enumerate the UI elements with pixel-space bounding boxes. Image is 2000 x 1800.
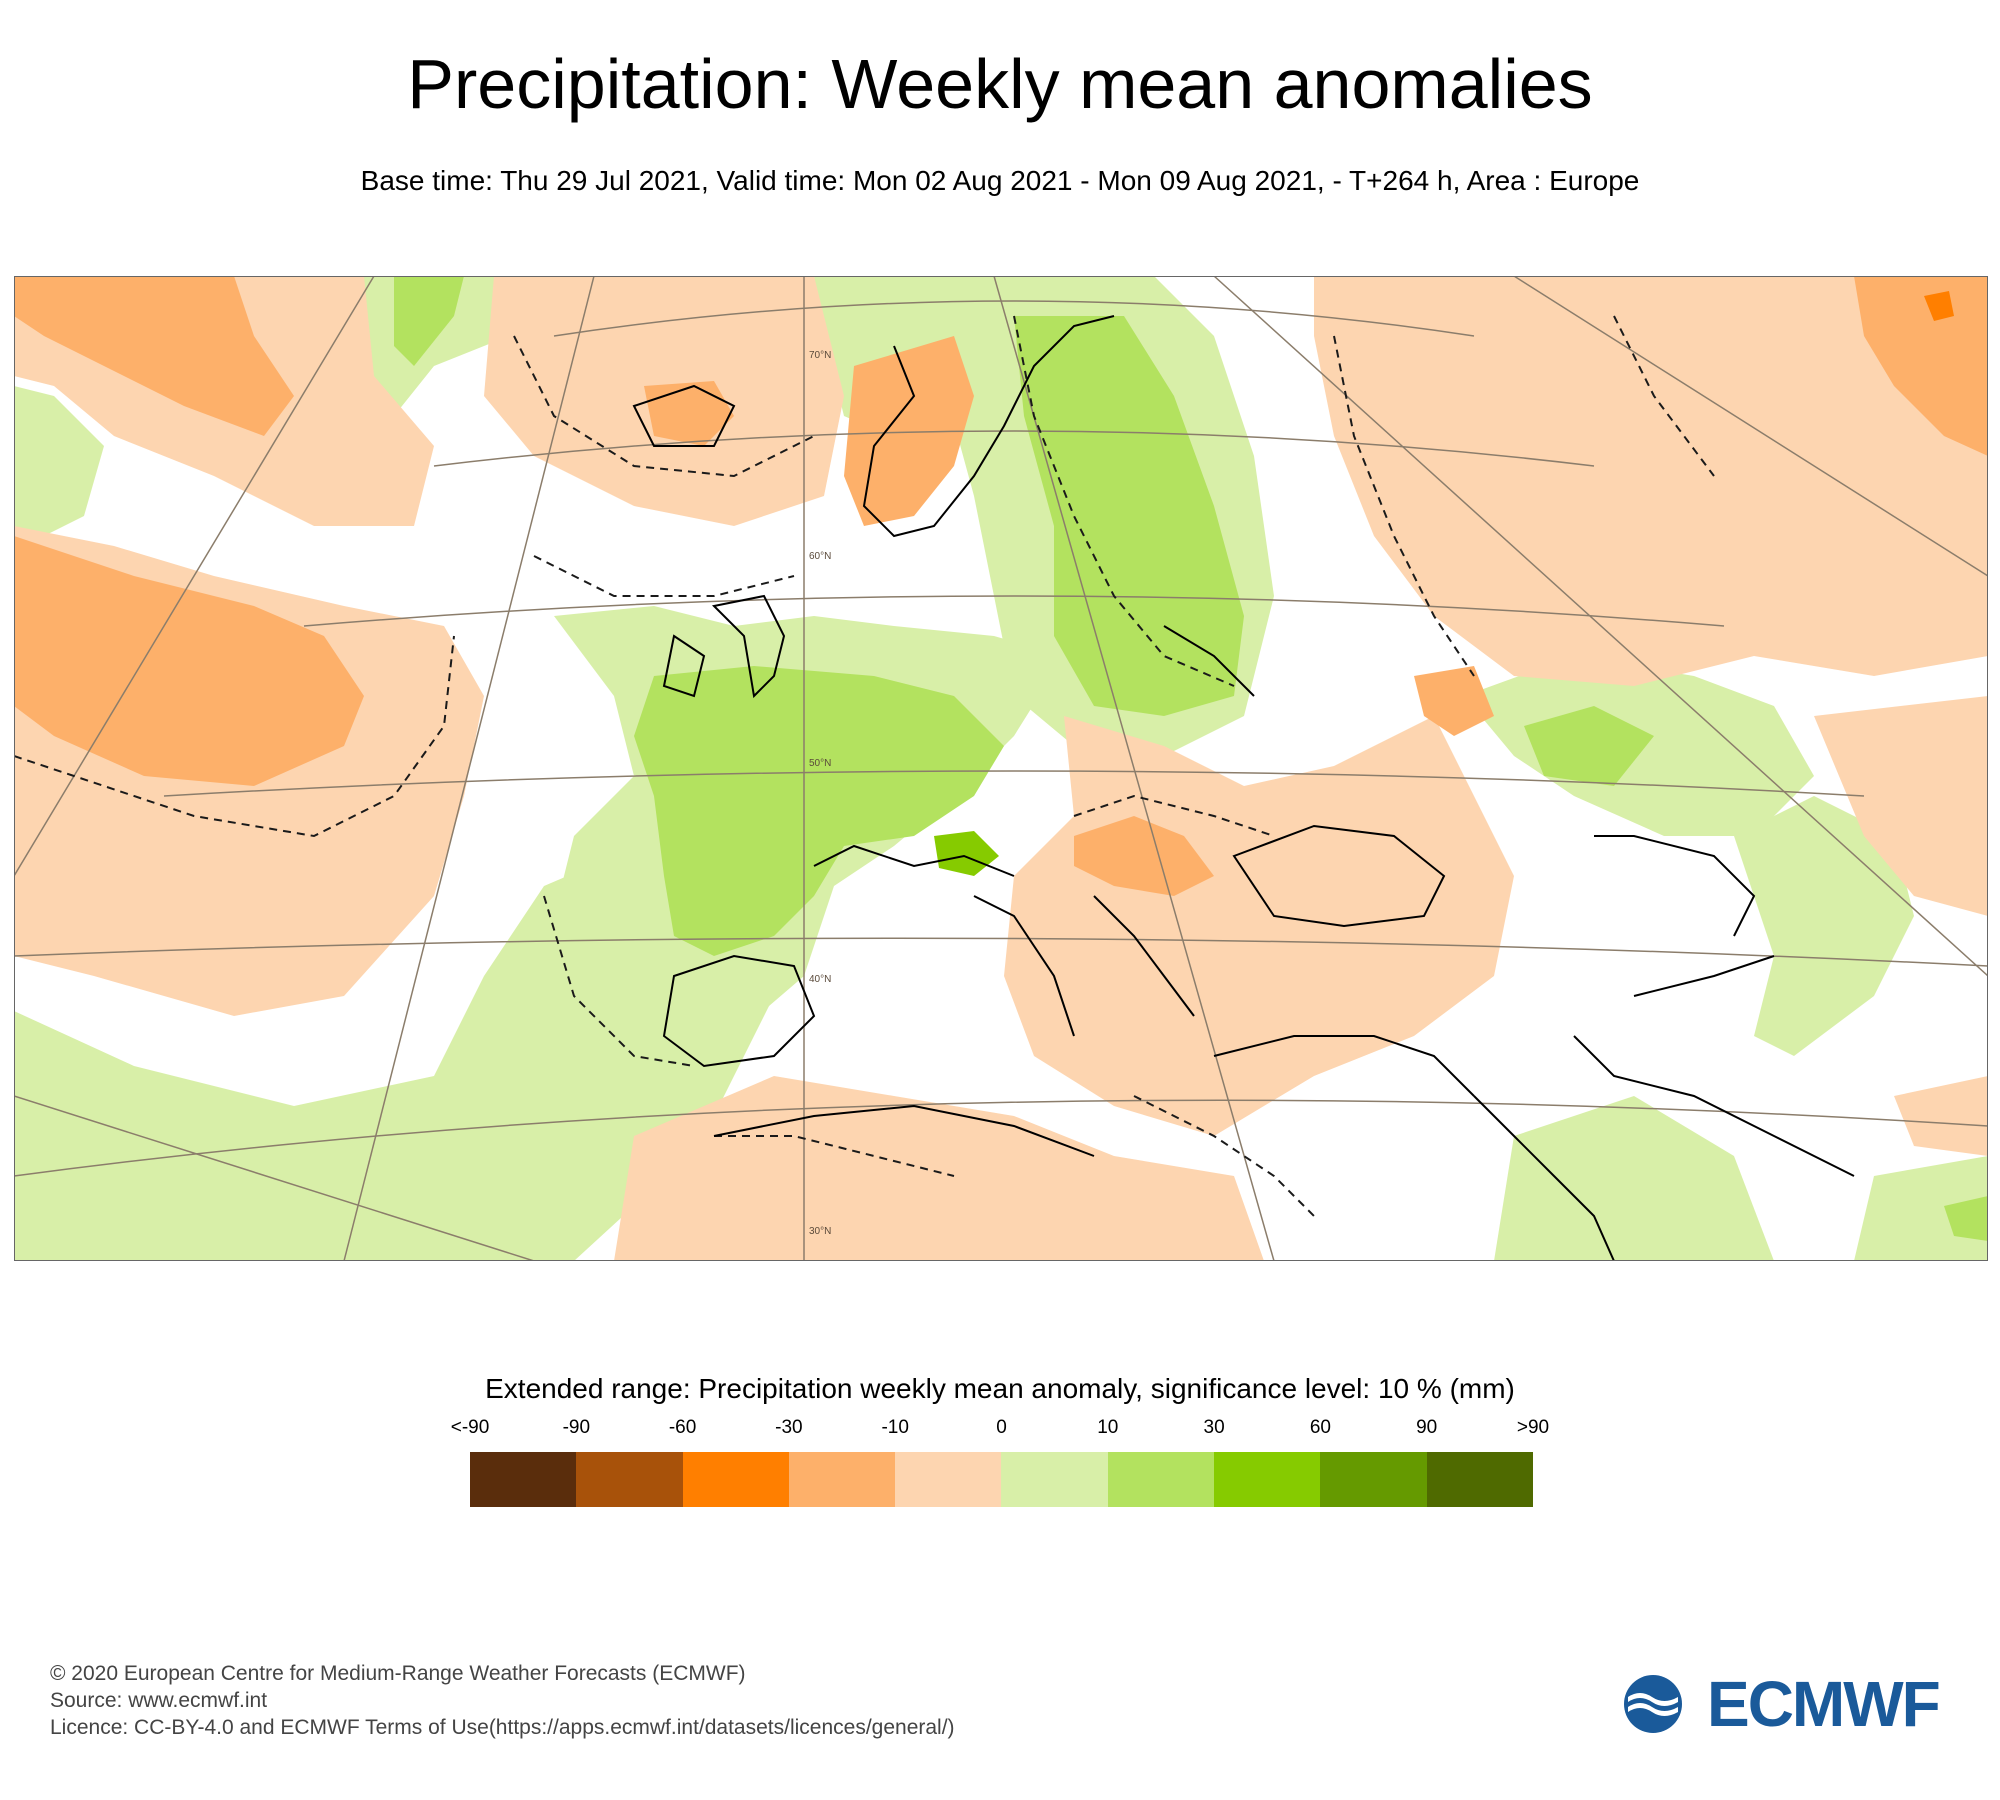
region-lightorange-russia: [1314, 276, 1988, 686]
footer: © 2020 European Centre for Medium-Range …: [50, 1660, 955, 1741]
chart-title: Precipitation: Weekly mean anomalies: [407, 45, 1593, 123]
legend-swatch: [576, 1452, 683, 1507]
lat-label-70: 70°N: [809, 350, 831, 361]
region-green-southeast: [1944, 1196, 1988, 1241]
region-orange-atlantic-core: [14, 536, 364, 786]
ecmwf-logo-text: ECMWF: [1707, 1668, 1941, 1740]
legend-tick-label: -30: [775, 1417, 803, 1438]
region-orange-balkans: [1074, 816, 1214, 896]
legend-swatch: [895, 1452, 1002, 1507]
map-frame: [14, 276, 1988, 1261]
ecmwf-logo-icon: [1624, 1675, 1682, 1733]
source-text: Source: www.ecmwf.int: [50, 1689, 268, 1712]
region-orange2-russia-ne: [1924, 291, 1954, 321]
legend-swatch: [682, 1452, 789, 1507]
legend-swatch: [788, 1452, 896, 1507]
legend-ticks: <-90 -90 -60 -30 -10 0 10 30 60 90 >90: [0, 1416, 2000, 1442]
anomaly-map: 70°N 60°N 50°N 40°N 30°N: [14, 276, 1988, 1261]
legend-swatch: [470, 1452, 577, 1507]
latitude-labels: 70°N 60°N 50°N 40°N 30°N: [809, 350, 831, 1237]
legend-tick-label: 90: [1416, 1417, 1438, 1438]
legend-tick-label: -90: [562, 1417, 591, 1438]
lat-label-40: 40°N: [809, 974, 831, 985]
legend-colorbar: [470, 1452, 1533, 1507]
legend-tick-label: <-90: [450, 1417, 490, 1438]
legend-title: Extended range: Precipitation weekly mea…: [485, 1373, 1515, 1404]
lat-label-30: 30°N: [809, 1226, 831, 1237]
region-green-france: [634, 666, 1004, 956]
copyright-text: © 2020 European Centre for Medium-Range …: [50, 1662, 746, 1685]
region-green-baltic: [1014, 316, 1244, 716]
region-orange-russia-ne: [1854, 276, 1988, 456]
legend-tick-label: 10: [1097, 1417, 1119, 1438]
licence-text: Licence: CC-BY-4.0 and ECMWF Terms of Us…: [50, 1716, 955, 1739]
region-lightorange-far-se: [1894, 1076, 1988, 1156]
region-orange-norway: [844, 336, 974, 526]
region-orange-nw: [14, 276, 294, 436]
region-lightorange-caspian: [1814, 696, 1988, 916]
region-green-caucasus: [1524, 706, 1654, 786]
chart-subtitle: Base time: Thu 29 Jul 2021, Valid time: …: [360, 165, 1640, 196]
region-orange-ukraine: [1414, 666, 1494, 736]
lat-label-60: 60°N: [809, 551, 831, 562]
coastlines: [632, 315, 1855, 1261]
legend-swatch: [1107, 1452, 1215, 1507]
region-lightorange-north-africa: [614, 1076, 1264, 1261]
legend-swatch: [1320, 1452, 1427, 1507]
legend-tick-label: -60: [668, 1417, 697, 1438]
region-lightgreen-labrador: [14, 386, 104, 541]
legend-tick-label: 0: [996, 1417, 1007, 1438]
legend-tick-label: -10: [881, 1417, 909, 1438]
legend-swatch: [1214, 1452, 1321, 1507]
region-green-greenland: [394, 276, 464, 366]
region-lightgreen-arabia: [1494, 1096, 1774, 1261]
significance-contours: [14, 315, 1715, 1217]
region-lightgreen-central-asia: [1734, 796, 1914, 1056]
legend-swatch: [1426, 1452, 1533, 1507]
graticule: [14, 276, 1988, 1261]
legend-tick-label: 30: [1203, 1417, 1225, 1438]
region-orange-iceland: [644, 381, 734, 446]
legend-swatch: [1001, 1452, 1108, 1507]
legend-tick-label: >90: [1516, 1417, 1550, 1438]
region-darkgreen-alps: [934, 831, 999, 876]
lat-label-50: 50°N: [809, 758, 831, 769]
legend-tick-label: 60: [1309, 1417, 1331, 1438]
ecmwf-logo: ECMWF: [1622, 1669, 1952, 1739]
